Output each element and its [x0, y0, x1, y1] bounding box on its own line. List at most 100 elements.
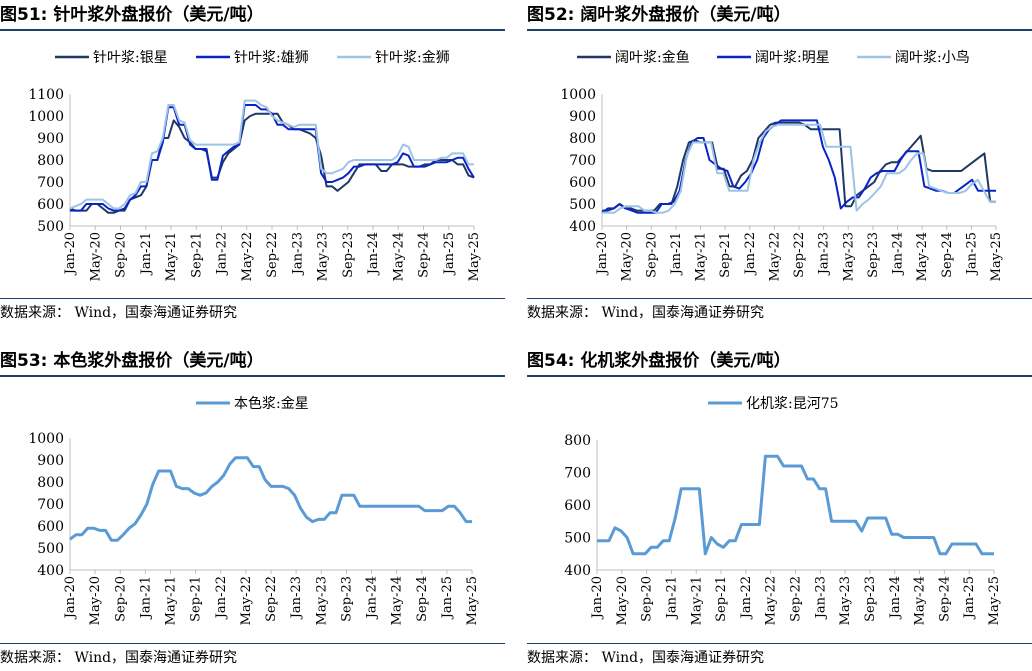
y-tick-label: 700: [37, 497, 64, 513]
x-tick-label: Jan-21: [669, 232, 684, 276]
source-note: 数据来源： Wind，国泰海通证券研究: [0, 305, 238, 321]
x-tick-label: May-22: [767, 232, 782, 281]
title-rule: [527, 375, 1032, 377]
series-line: [601, 119, 996, 214]
x-tick-label: May-22: [240, 232, 255, 281]
y-tick-label: 400: [569, 219, 596, 235]
x-tick-label: Sep-21: [189, 232, 204, 278]
y-tick-label: 1100: [28, 87, 64, 103]
y-tick-label: 700: [569, 153, 596, 169]
legend-label: 针叶浆:金狮: [375, 50, 450, 66]
legend-label: 针叶浆:银星: [93, 50, 168, 66]
chart-53-plot: 400 500 600 700 800 900 1000 Jan-20 May-20 Sep-20…: [28, 395, 480, 625]
x-tick-label: Jan-22: [739, 576, 754, 620]
x-tick-label: May-21: [164, 232, 179, 281]
x-tick-label: Sep-21: [714, 576, 729, 622]
x-tick-label: Jan-25: [442, 232, 457, 276]
x-tick-label: Jan-23: [817, 232, 832, 276]
x-tick-label: May-24: [913, 576, 928, 625]
title-rule: [0, 29, 505, 31]
x-tick-label: Sep-23: [339, 576, 354, 622]
x-tick-label: May-23: [838, 576, 853, 625]
y-tick-label: 500: [569, 197, 596, 213]
legend-label: 阔叶浆:小鸟: [895, 50, 970, 66]
x-tick-label: Jan-24: [888, 576, 903, 620]
x-tick-label: May-20: [88, 576, 103, 625]
legend-label: 本色浆:金星: [234, 395, 309, 412]
y-tick-label: 900: [37, 131, 64, 147]
y-tick-label: 800: [569, 131, 596, 147]
x-tick-label: Sep-21: [718, 232, 733, 278]
x-tick-label: Sep-20: [114, 232, 129, 278]
chart-54-plot: 400 500 600 700 800 Jan-20 May-20 Sep-20 Jan-21 M…: [564, 396, 1002, 625]
x-tick-label: May-21: [694, 232, 709, 281]
series-line: [602, 121, 996, 212]
y-tick-label: 600: [37, 519, 64, 535]
x-tick-label: May-23: [841, 232, 856, 281]
y-tick-label: 500: [37, 219, 64, 235]
x-tick-label: Jan-23: [289, 576, 304, 620]
x-tick-label: Jan-21: [664, 576, 679, 620]
y-tick-label: 800: [37, 475, 64, 491]
source-note: 数据来源： Wind，国泰海通证券研究: [527, 650, 765, 666]
y-tick-label: 900: [37, 453, 64, 469]
x-tick-label: Sep-20: [644, 232, 659, 278]
x-tick-label: May-25: [987, 576, 1002, 625]
source-rule: [0, 643, 505, 644]
x-tick-label: May-25: [989, 232, 1004, 281]
chart-title: 图54: 化机浆外盘报价（美元/吨）: [527, 351, 791, 371]
x-tick-label: Jan-23: [290, 232, 305, 276]
x-tick-label: May-23: [314, 576, 329, 625]
series-line: [602, 123, 996, 214]
x-tick-label: Sep-24: [940, 232, 955, 278]
y-tick-label: 1000: [28, 109, 64, 125]
x-tick-label: Sep-24: [937, 576, 952, 622]
x-tick-label: Sep-23: [341, 232, 356, 278]
chart-51-plot: 500 600 700 800 900 1000 1100 Jan-20 May-20 Sep-2…: [28, 50, 482, 281]
x-tick-label: Jan-24: [891, 232, 906, 276]
x-tick-label: Sep-22: [789, 576, 804, 622]
x-tick-label: Jan-22: [214, 576, 229, 620]
y-tick-label: 800: [37, 153, 64, 169]
chart-panel-54: 图54: 化机浆外盘报价（美元/吨） 400 500 600 700 800 Jan-20…: [527, 346, 1032, 671]
chart-panel-52: 图52: 阔叶浆外盘报价（美元/吨） 400 500 600 700 800 900 100…: [527, 0, 1032, 330]
y-tick-label: 600: [569, 175, 596, 191]
x-tick-label: Sep-22: [792, 232, 807, 278]
x-tick-label: Jan-20: [63, 232, 78, 276]
x-tick-label: Sep-22: [265, 232, 280, 278]
source-rule: [0, 298, 505, 299]
y-tick-label: 400: [37, 563, 64, 579]
y-tick-label: 600: [37, 197, 64, 213]
legend-label: 阔叶浆:金鱼: [615, 49, 690, 66]
x-tick-label: May-21: [164, 576, 179, 625]
y-tick-label: 400: [564, 563, 591, 579]
x-tick-label: Jan-22: [743, 232, 758, 276]
y-tick-label: 700: [37, 175, 64, 191]
x-tick-label: Jan-20: [63, 576, 78, 620]
x-tick-label: May-20: [615, 576, 630, 625]
x-tick-label: May-24: [915, 232, 930, 281]
title-rule: [0, 375, 505, 377]
x-tick-label: Sep-23: [866, 232, 881, 278]
legend-label: 针叶浆:雄狮: [234, 50, 309, 66]
x-tick-label: Jan-22: [215, 232, 230, 276]
x-tick-label: May-25: [465, 576, 480, 625]
x-tick-label: May-20: [88, 232, 103, 281]
y-tick-label: 500: [37, 541, 64, 557]
x-tick-label: Sep-20: [113, 576, 128, 622]
chart-panel-51: 图51: 针叶浆外盘报价（美元/吨） 500 600 700 800 900 1000 11…: [0, 0, 505, 330]
series-line: [69, 456, 472, 542]
x-tick-label: Sep-22: [264, 576, 279, 622]
chart-title: 图52: 阔叶浆外盘报价（美元/吨）: [527, 5, 791, 25]
series-line: [597, 454, 994, 556]
x-tick-label: Jan-24: [365, 576, 380, 620]
x-tick-label: Jan-24: [366, 232, 381, 276]
y-tick-label: 700: [564, 466, 591, 482]
y-tick-label: 500: [564, 531, 591, 547]
x-tick-label: Sep-21: [189, 576, 204, 622]
x-tick-label: Sep-20: [640, 576, 655, 622]
legend-label: 阔叶浆:明星: [755, 50, 830, 66]
x-tick-label: May-22: [764, 576, 779, 625]
x-tick-label: May-22: [239, 576, 254, 625]
x-tick-label: May-23: [316, 232, 331, 281]
